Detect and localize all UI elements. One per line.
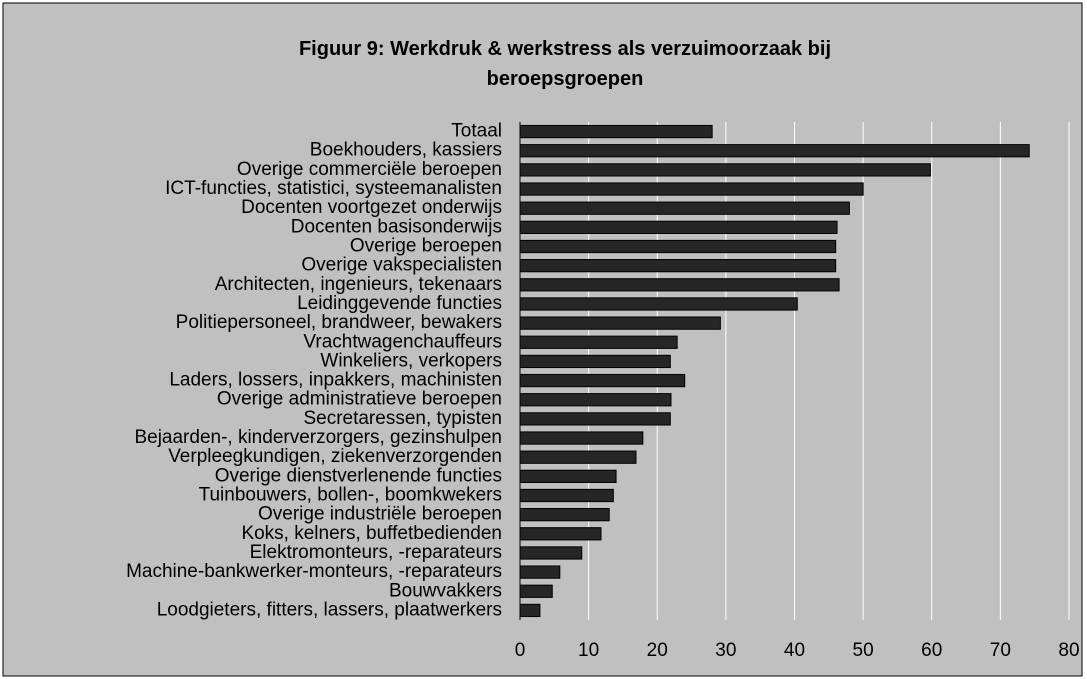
bar bbox=[519, 393, 672, 407]
y-tick-label: Overige dienstverlenende functies bbox=[215, 465, 502, 486]
y-tick-label: Koks, kelners, buffetbedienden bbox=[241, 523, 502, 544]
y-tick-label: Politiepersoneel, brandweer, bewakers bbox=[176, 312, 502, 333]
y-tick-label: Secretaressen, typisten bbox=[303, 408, 502, 429]
bar bbox=[519, 469, 617, 483]
bar bbox=[519, 508, 610, 522]
y-tick-label: Overige vakspecialisten bbox=[301, 255, 502, 276]
bar bbox=[519, 144, 1030, 158]
bar bbox=[519, 335, 678, 349]
y-tick-label: Boekhouders, kassiers bbox=[310, 140, 502, 161]
bar bbox=[519, 603, 541, 618]
x-tick-label: 10 bbox=[578, 640, 599, 661]
bar bbox=[519, 488, 614, 503]
bar bbox=[519, 412, 671, 426]
bar bbox=[519, 354, 671, 369]
y-tick-label: Architecten, ingenieurs, tekenaars bbox=[215, 274, 502, 295]
y-tick-label: Bouwvakkers bbox=[389, 580, 502, 601]
bar bbox=[519, 316, 721, 330]
y-tick-label: Tuinbouwers, bollen-, boomkwekers bbox=[199, 485, 502, 506]
y-tick-label: Overige commerciële beroepen bbox=[237, 159, 502, 180]
y-tick-label: Bejaarden-, kinderverzorgers, gezinshulp… bbox=[134, 427, 502, 448]
x-tick-label: 50 bbox=[853, 640, 874, 661]
x-tick-label: 30 bbox=[715, 640, 736, 661]
x-tick-label: 70 bbox=[990, 640, 1011, 661]
x-tick-label: 60 bbox=[921, 640, 942, 661]
chart-title: Figuur 9: Werkdruk & werkstress als verz… bbox=[298, 38, 832, 90]
y-tick-label: Totaal bbox=[451, 121, 502, 142]
x-tick-label: 80 bbox=[1058, 640, 1079, 661]
bar bbox=[519, 201, 850, 215]
y-tick-label: Machine-bankwerker-monteurs, -reparateur… bbox=[126, 561, 502, 582]
bar bbox=[519, 239, 837, 254]
y-tick-label: Overige industriële beroepen bbox=[258, 504, 502, 525]
y-tick-label: Overige beroepen bbox=[350, 236, 502, 257]
bar bbox=[519, 565, 561, 579]
bar bbox=[519, 546, 583, 560]
bar bbox=[519, 278, 840, 292]
y-tick-label: Loodgieters, fitters, lassers, plaatwerk… bbox=[157, 599, 502, 620]
y-tick-label: Leidinggevende functies bbox=[297, 293, 502, 314]
bar bbox=[519, 182, 864, 196]
y-tick-label: Vrachtwagenchauffeurs bbox=[303, 331, 502, 352]
y-tick-label: Elektromonteurs, -reparateurs bbox=[250, 542, 502, 563]
bar bbox=[519, 220, 838, 234]
y-tick-label: ICT-functies, statistici, systeemanalist… bbox=[165, 178, 502, 199]
y-tick-label: Docenten basisonderwijs bbox=[291, 216, 502, 237]
y-tick-label: Laders, lossers, inpakkers, machinisten bbox=[169, 370, 502, 391]
bar bbox=[519, 527, 602, 541]
bar bbox=[519, 163, 931, 177]
y-tick-label: Docenten voortgezet onderwijs bbox=[241, 197, 502, 218]
bar bbox=[519, 297, 798, 311]
x-tick-label: 20 bbox=[647, 640, 668, 661]
bar bbox=[519, 124, 713, 139]
y-tick-label: Winkeliers, verkopers bbox=[320, 350, 502, 371]
bar bbox=[519, 450, 637, 464]
bar bbox=[519, 373, 686, 388]
bar bbox=[519, 584, 553, 598]
x-tick-label: 40 bbox=[784, 640, 805, 661]
bar bbox=[519, 431, 644, 445]
x-tick-label: 0 bbox=[515, 640, 526, 661]
y-tick-label: Verpleegkundigen, ziekenverzorgenden bbox=[168, 446, 502, 467]
y-tick-label: Overige administratieve beroepen bbox=[217, 389, 502, 410]
bar bbox=[519, 259, 837, 273]
